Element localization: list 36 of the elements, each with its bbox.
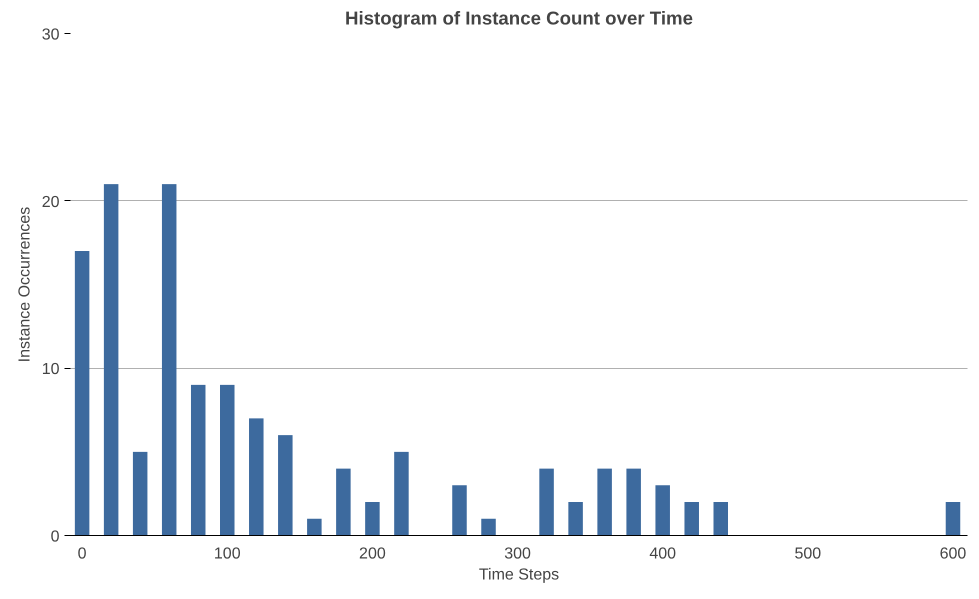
bar — [74, 251, 90, 536]
x-axis-title: Time Steps — [478, 566, 560, 584]
bar — [278, 435, 293, 536]
bar — [336, 468, 351, 536]
x-tick-label: 400 — [649, 546, 676, 562]
chart-title: Histogram of Instance Count over Time — [345, 8, 693, 28]
bar — [249, 418, 264, 536]
bar — [684, 502, 699, 536]
x-tick-label: 500 — [794, 546, 822, 562]
bar — [713, 502, 728, 536]
x-tick-label: 600 — [940, 546, 966, 562]
bar — [597, 468, 612, 536]
bar — [190, 384, 206, 536]
bar — [132, 452, 148, 536]
bar — [946, 502, 960, 536]
bar — [568, 502, 583, 536]
x-tick-label: 300 — [504, 546, 531, 562]
y-tick-label: 0 — [50, 528, 60, 546]
bar — [220, 384, 235, 536]
bar — [452, 485, 467, 536]
x-tick-label: 200 — [359, 546, 386, 562]
bar — [481, 518, 496, 536]
y-axis-title: Instance Occurrences — [16, 206, 34, 362]
bar — [626, 468, 641, 536]
bar — [162, 184, 176, 536]
bar — [394, 452, 409, 536]
y-tick-label: 30 — [42, 26, 60, 44]
y-tick-label: 20 — [42, 194, 60, 211]
bar — [539, 468, 554, 536]
bar — [307, 518, 322, 536]
y-tick-label: 10 — [42, 361, 60, 378]
bar — [365, 502, 380, 536]
bar — [104, 184, 118, 536]
x-tick-label: 100 — [214, 546, 241, 562]
bar — [655, 485, 670, 536]
x-tick-label: 0 — [78, 546, 87, 562]
